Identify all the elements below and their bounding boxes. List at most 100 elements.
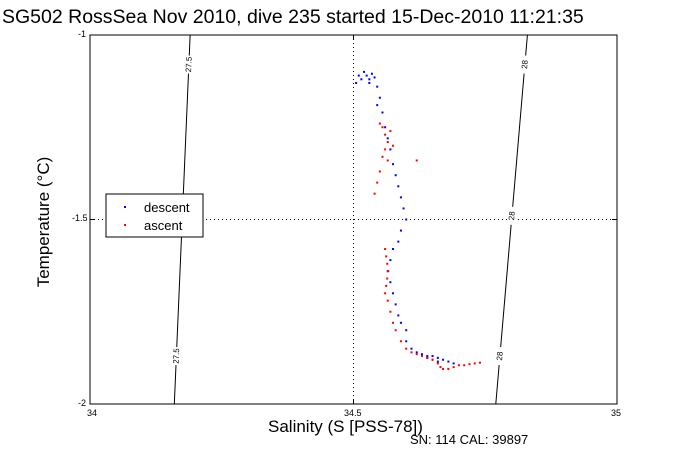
descent-point: [355, 81, 358, 84]
descent-point: [399, 321, 402, 324]
ascent-point: [373, 192, 376, 195]
descent-point: [405, 218, 408, 221]
descent-point: [384, 126, 387, 129]
descent-point: [447, 360, 450, 363]
descent-point: [399, 196, 402, 199]
ascent-point: [415, 353, 418, 356]
descent-point: [421, 353, 424, 356]
legend-marker-ascent: [124, 224, 126, 226]
descent-point: [392, 248, 395, 251]
ascent-point: [381, 155, 384, 158]
legend-box: [105, 193, 204, 238]
descent-point: [392, 163, 395, 166]
legend-label-ascent: ascent: [144, 218, 183, 233]
ascent-point: [385, 284, 388, 287]
descent-point: [389, 281, 392, 284]
ascent-point: [468, 363, 471, 366]
descent-point: [360, 78, 363, 81]
ascent-point: [421, 355, 424, 358]
descent-point: [431, 355, 434, 358]
y-tick-label: -2: [78, 398, 87, 408]
ascent-point: [478, 361, 481, 364]
y-tick-label: -1.5: [72, 213, 88, 223]
descent-point: [357, 74, 360, 77]
descent-point: [436, 356, 439, 359]
x-axis-label: Salinity (S [PSS-78]): [268, 417, 423, 436]
isopycnal-label: 27.5: [184, 56, 194, 72]
descent-point: [389, 259, 392, 262]
ascent-point: [384, 292, 387, 295]
isopycnal-label-gap: [521, 55, 529, 74]
serial-calibration-label: SN: 114 CAL: 39897: [410, 432, 529, 447]
descent-point: [394, 303, 397, 306]
ascent-point: [392, 144, 395, 147]
descent-point: [402, 207, 405, 210]
legend-marker-descent: [124, 206, 126, 208]
ascent-point: [394, 329, 397, 332]
descent-point: [426, 355, 429, 358]
ascent-point: [387, 270, 390, 273]
ascent-point: [392, 321, 395, 324]
legend-label-descent: descent: [144, 200, 190, 215]
ascent-point: [384, 133, 387, 136]
descent-point: [389, 148, 392, 151]
ascent-point: [473, 362, 476, 365]
ascent-point: [378, 170, 381, 173]
ascent-point: [457, 364, 460, 367]
ascent-point: [386, 262, 389, 265]
descent-point: [442, 358, 445, 361]
ascent-point: [376, 181, 379, 184]
x-tick-label: 34: [87, 408, 98, 418]
ascent-point: [415, 159, 418, 162]
isopycnal-label-gap: [172, 347, 180, 366]
isopycnal-label-gap: [496, 347, 504, 366]
descent-point: [436, 360, 439, 363]
descent-point: [378, 96, 381, 99]
ascent-point: [386, 299, 389, 302]
descent-point: [368, 81, 371, 84]
ascent-point: [384, 248, 387, 251]
descent-point: [365, 74, 368, 77]
descent-point: [376, 85, 379, 88]
ascent-point: [436, 362, 439, 365]
ascent-point: [386, 277, 389, 280]
descent-point: [452, 362, 455, 365]
descent-point: [405, 340, 408, 343]
chart-title: SG502 RossSea Nov 2010, dive 235 started…: [2, 6, 584, 28]
ascent-point: [381, 126, 384, 129]
descent-point: [376, 104, 379, 107]
ascent-point: [447, 367, 450, 370]
ascent-point: [378, 122, 381, 125]
y-axis-label: Temperature (°C): [34, 156, 53, 288]
ascent-point: [426, 356, 429, 359]
ascent-point: [463, 364, 466, 367]
descent-point: [392, 292, 395, 295]
descent-point: [415, 351, 418, 354]
isopycnal-label: 28: [507, 210, 517, 220]
isopycnal-label: 28: [520, 59, 530, 69]
ascent-point: [452, 366, 455, 369]
ascent-point: [399, 340, 402, 343]
descent-point: [399, 229, 402, 232]
ascent-point: [389, 310, 392, 313]
descent-point: [397, 240, 400, 243]
isopycnal-label: 28: [495, 351, 505, 361]
descent-point: [368, 78, 371, 81]
descent-point: [397, 185, 400, 188]
ascent-point: [442, 367, 445, 370]
descent-point: [410, 347, 413, 350]
descent-point: [381, 111, 384, 114]
ascent-point: [386, 159, 389, 162]
descent-point: [394, 174, 397, 177]
ascent-point: [405, 347, 408, 350]
descent-point: [373, 76, 376, 79]
descent-point: [370, 72, 373, 75]
descent-point: [386, 137, 389, 140]
x-tick-label: 35: [611, 408, 622, 418]
ascent-point: [386, 141, 389, 144]
y-tick-label: -1: [78, 29, 87, 39]
isopycnal-label-gap: [185, 55, 193, 74]
descent-point: [405, 329, 408, 332]
ascent-point: [385, 255, 388, 258]
